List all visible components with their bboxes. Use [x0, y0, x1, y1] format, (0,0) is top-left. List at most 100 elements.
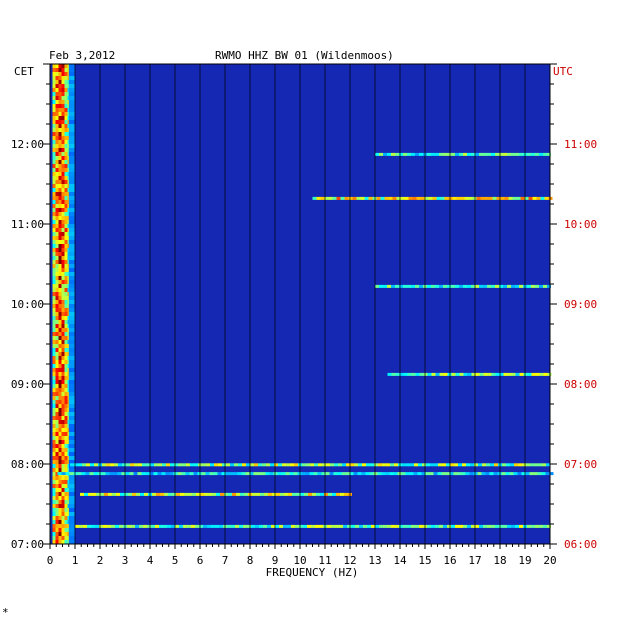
- noise-line-segment: [387, 152, 391, 156]
- spectrogram-cell: [55, 172, 59, 176]
- right-time-label: 08:00: [564, 378, 597, 391]
- noise-line-segment: [516, 196, 521, 200]
- noise-line-segment: [132, 492, 136, 496]
- noise-line-segment: [480, 196, 485, 200]
- spectrogram-cell: [55, 408, 59, 412]
- spectrogram-cell: [61, 324, 65, 328]
- spectrogram-cell: [55, 156, 59, 160]
- spectrogram-cell: [55, 352, 59, 356]
- spectrogram-cell: [52, 528, 56, 532]
- noise-line-segment: [375, 152, 379, 156]
- spectrogram-cell: [58, 196, 62, 200]
- spectrogram-cell: [68, 232, 75, 236]
- noise-line-segment: [455, 524, 459, 528]
- spectrogram-cell: [61, 108, 65, 112]
- spectrogram-cell: [64, 268, 68, 272]
- spectrogram-cell: [61, 452, 65, 456]
- spectrogram-cell: [52, 356, 56, 360]
- spectrogram-cell: [68, 288, 75, 292]
- spectrogram-cell: [52, 404, 56, 408]
- noise-line-segment: [431, 372, 436, 376]
- spectrogram-cell: [61, 532, 65, 536]
- spectrogram-cell: [55, 260, 59, 264]
- noise-line-segment: [315, 524, 319, 528]
- noise-line-segment: [482, 463, 486, 467]
- spectrogram-cell: [64, 244, 68, 248]
- noise-line-segment: [257, 472, 262, 476]
- spectrogram-cells: [52, 64, 554, 544]
- spectrogram-cell: [64, 280, 68, 284]
- noise-line-segment: [449, 472, 454, 476]
- spectrogram-cell: [58, 132, 62, 136]
- spectrogram-cell: [61, 384, 65, 388]
- spectrogram-cell: [64, 132, 68, 136]
- spectrogram-cell: [58, 92, 62, 96]
- spectrogram-cell: [64, 180, 68, 184]
- spectrogram-cell: [64, 348, 68, 352]
- noise-line-segment: [150, 463, 154, 467]
- spectrogram-cell: [58, 380, 62, 384]
- noise-line-segment: [100, 492, 104, 496]
- noise-line-segment: [490, 463, 494, 467]
- spectrogram-cell: [52, 272, 56, 276]
- spectrogram-cell: [64, 392, 68, 396]
- spectrogram-cell: [68, 448, 75, 452]
- spectrogram-cell: [55, 488, 59, 492]
- noise-line-segment: [462, 463, 466, 467]
- spectrogram-cell: [68, 332, 75, 336]
- spectrogram-cell: [58, 456, 62, 460]
- noise-line-segment: [172, 492, 176, 496]
- noise-line-segment: [547, 524, 551, 528]
- spectrogram-cell: [64, 260, 68, 264]
- spectrogram-cell: [52, 140, 56, 144]
- spectrogram-cell: [55, 464, 59, 468]
- spectrogram-cell: [58, 172, 62, 176]
- spectrogram-cell: [58, 328, 62, 332]
- spectrogram-cell: [58, 344, 62, 348]
- spectrogram-cell: [64, 320, 68, 324]
- spectrogram-cell: [55, 104, 59, 108]
- spectrogram-cell: [61, 244, 65, 248]
- spectrogram-cell: [58, 164, 62, 168]
- noise-line-segment: [500, 196, 505, 200]
- spectrogram-cell: [55, 160, 59, 164]
- noise-line-segment: [337, 472, 342, 476]
- spectrogram-cell: [68, 416, 75, 420]
- spectrogram-cell: [68, 352, 75, 356]
- noise-line-segment: [126, 463, 130, 467]
- noise-line-segment: [382, 463, 386, 467]
- spectrogram-cell: [55, 68, 59, 72]
- spectrogram-cell: [68, 112, 75, 116]
- noise-line-segment: [467, 284, 471, 288]
- spectrogram-cell: [61, 496, 65, 500]
- spectrogram-cell: [64, 264, 68, 268]
- noise-line-segment: [320, 492, 324, 496]
- noise-line-segment: [443, 372, 448, 376]
- noise-line-segment: [330, 463, 334, 467]
- noise-line-segment: [205, 472, 210, 476]
- spectrogram-cell: [68, 428, 75, 432]
- spectrogram-cell: [58, 96, 62, 100]
- noise-line-segment: [178, 463, 182, 467]
- spectrogram-cell: [58, 300, 62, 304]
- spectrogram-cell: [52, 460, 56, 464]
- spectrogram-cell: [55, 212, 59, 216]
- noise-line-segment: [491, 152, 495, 156]
- noise-line-segment: [505, 472, 510, 476]
- spectrogram-cell: [52, 424, 56, 428]
- noise-line-segment: [374, 463, 378, 467]
- spectrogram-cell: [68, 140, 75, 144]
- noise-line-segment: [149, 472, 154, 476]
- noise-line-segment: [517, 472, 522, 476]
- spectrogram-cell: [52, 524, 56, 528]
- noise-line-segment: [242, 463, 246, 467]
- spectrogram-cell: [64, 484, 68, 488]
- spectrogram-cell: [52, 240, 56, 244]
- spectrogram-cell: [55, 240, 59, 244]
- spectrogram-cell: [58, 248, 62, 252]
- spectrogram-cell: [64, 192, 68, 196]
- spectrogram-cell: [68, 104, 75, 108]
- spectrogram-cell: [68, 308, 75, 312]
- noise-line-segment: [403, 372, 408, 376]
- noise-line-segment: [367, 524, 371, 528]
